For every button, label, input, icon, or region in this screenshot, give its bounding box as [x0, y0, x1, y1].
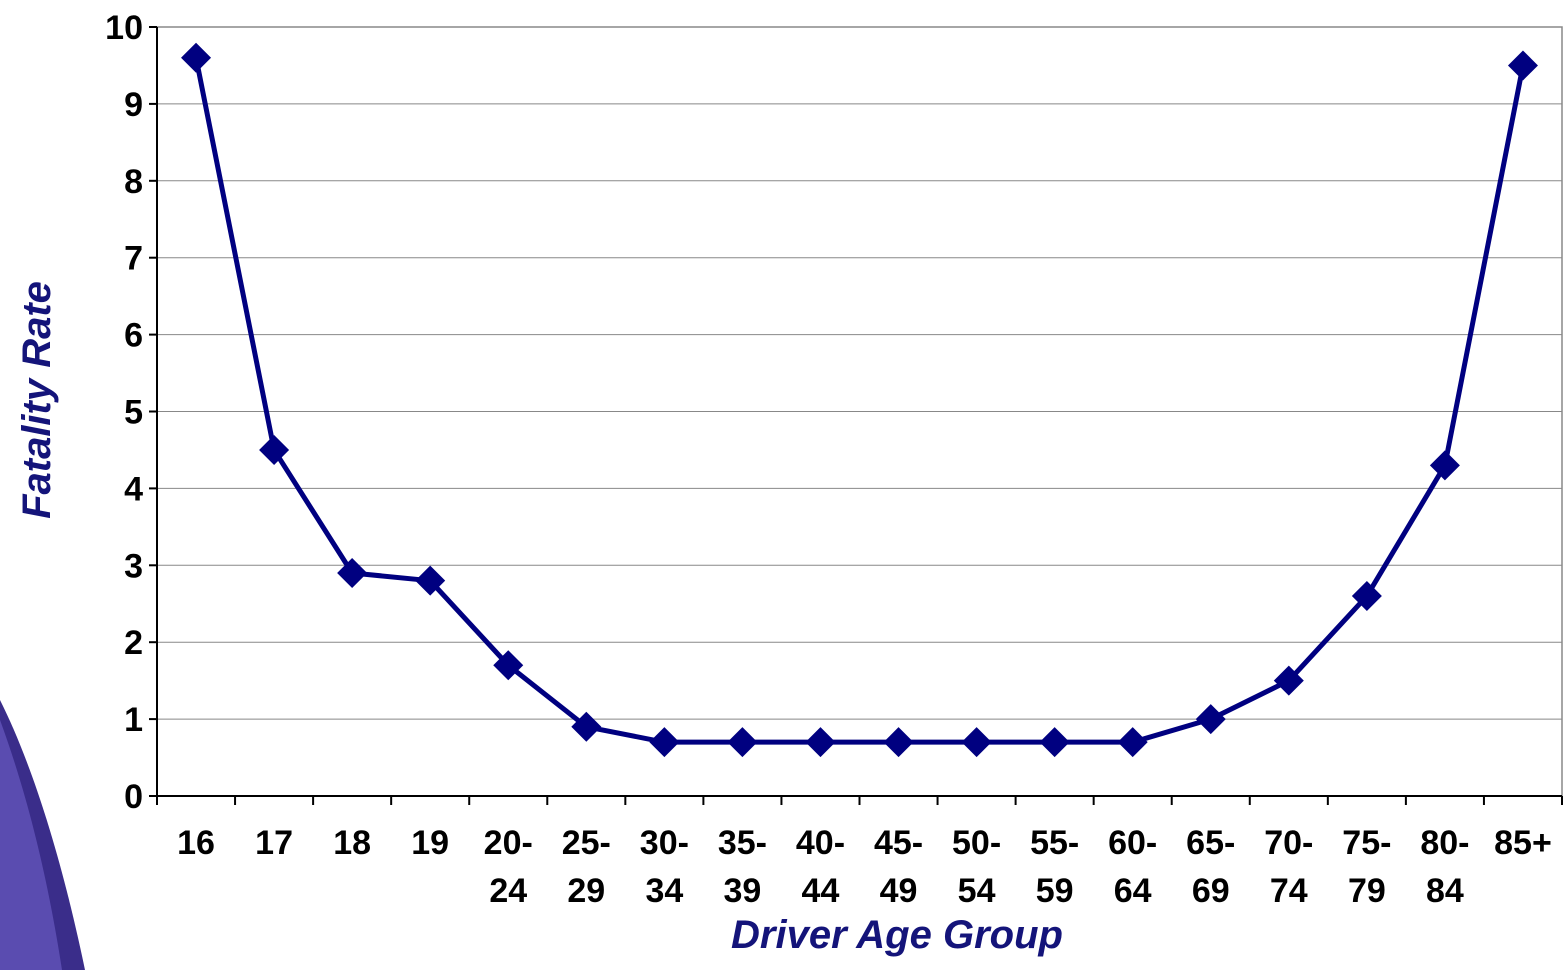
chart: Driver Age Group Fatality Rate 0 1 2 3 4 5 6 7 8… — [0, 0, 1568, 970]
marker — [727, 727, 757, 757]
y-tick-label: 9 — [124, 86, 143, 124]
marker — [1040, 727, 1070, 757]
x-tick-label: 85+ — [1494, 824, 1552, 862]
x-tick-label: 20-24 — [484, 824, 533, 910]
line — [196, 58, 1523, 742]
x-axis-title: Driver Age Group — [731, 913, 1063, 957]
x-tick-label: 17 — [255, 824, 293, 862]
marker — [259, 435, 289, 465]
x-tick-label: 40-44 — [796, 824, 845, 910]
y-tick-label: 10 — [105, 9, 143, 47]
x-tick-label: 55-59 — [1030, 824, 1079, 910]
marker — [962, 727, 992, 757]
marker — [337, 558, 367, 588]
y-tick-label: 4 — [124, 470, 143, 508]
y-tick-label: 2 — [124, 624, 143, 662]
marker — [1118, 727, 1148, 757]
marker — [805, 727, 835, 757]
x-tick-label: 80-84 — [1420, 824, 1469, 910]
x-tick-label: 19 — [411, 824, 449, 862]
x-tick-label: 75-79 — [1342, 824, 1391, 910]
x-tick-label: 25-29 — [562, 824, 611, 910]
x-tick-label: 16 — [177, 824, 215, 862]
x-tick-label: 70-74 — [1264, 824, 1313, 910]
x-tick-label: 65-69 — [1186, 824, 1235, 910]
marker — [884, 727, 914, 757]
y-tick-label: 0 — [124, 778, 143, 816]
y-axis-title: Fatality Rate — [15, 281, 59, 519]
marker — [1508, 50, 1538, 80]
x-tick-label: 18 — [333, 824, 371, 862]
marker — [1430, 450, 1460, 480]
y-tick-label: 1 — [124, 701, 143, 739]
x-tick-label: 45-49 — [874, 824, 923, 910]
x-tick-label: 60-64 — [1108, 824, 1157, 910]
marker — [1196, 704, 1226, 734]
y-tick-label: 3 — [124, 547, 143, 585]
x-tick-label: 30-34 — [640, 824, 689, 910]
y-tick-label: 7 — [124, 240, 143, 278]
y-tick-label: 5 — [124, 394, 143, 432]
y-tick-label: 8 — [124, 163, 143, 201]
y-tick-label: 6 — [124, 317, 143, 355]
x-tick-label: 50-54 — [952, 824, 1001, 910]
marker — [181, 43, 211, 73]
marker — [649, 727, 679, 757]
x-tick-label: 35-39 — [718, 824, 767, 910]
